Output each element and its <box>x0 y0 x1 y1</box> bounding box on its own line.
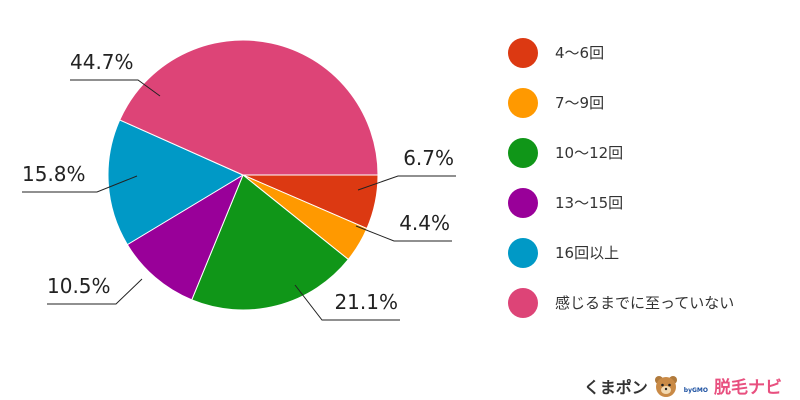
brand-gmo: byGMO <box>683 387 708 394</box>
legend-label-3: 13〜15回 <box>555 194 624 212</box>
brand-site-name: 脱毛ナビ <box>714 378 782 398</box>
legend-item-1[interactable]: 7〜9回 <box>508 88 734 138</box>
pie-slice-2[interactable] <box>191 174 350 311</box>
pie-slice-4[interactable] <box>107 119 245 246</box>
leader-line-0 <box>357 175 456 191</box>
legend-swatch-5 <box>508 288 538 318</box>
brand-kumapon: くまポン <box>583 377 648 397</box>
legend-item-5[interactable]: 感じるまでに至っていない <box>508 288 734 338</box>
legend: 4〜6回 7〜9回 10〜12回 13〜15回 16回以上 感じるまでに至ってい… <box>508 38 734 338</box>
legend-item-2[interactable]: 10〜12回 <box>508 138 734 188</box>
legend-label-2: 10〜12回 <box>555 144 624 162</box>
legend-label-1: 7〜9回 <box>555 94 605 112</box>
legend-label-5: 感じるまでに至っていない <box>555 294 735 312</box>
data-label-4: 15.8% <box>22 162 86 186</box>
leader-line-3 <box>47 278 143 305</box>
pie-slice-5[interactable] <box>119 39 379 176</box>
bear-mascot-icon <box>654 375 677 397</box>
legend-item-3[interactable]: 13〜15回 <box>508 188 734 238</box>
pie-slice-3[interactable] <box>126 173 245 301</box>
leader-line-1 <box>355 225 452 242</box>
legend-swatch-1 <box>508 88 538 118</box>
leader-line-2 <box>294 284 400 321</box>
data-label-5: 44.7% <box>70 50 134 74</box>
legend-swatch-3 <box>508 188 538 218</box>
leader-line-4 <box>22 175 138 193</box>
legend-label-0: 4〜6回 <box>555 44 605 62</box>
data-label-2: 21.1% <box>334 290 398 314</box>
legend-label-4: 16回以上 <box>555 244 620 262</box>
data-label-0: 6.7% <box>403 146 454 170</box>
data-label-3: 10.5% <box>47 274 111 298</box>
leader-line-5 <box>70 79 161 97</box>
legend-item-4[interactable]: 16回以上 <box>508 238 734 288</box>
legend-item-0[interactable]: 4〜6回 <box>508 38 734 88</box>
data-label-1: 4.4% <box>399 211 450 235</box>
legend-swatch-4 <box>508 238 538 268</box>
brand-logo: くまポン byGMO 脱毛ナビ <box>584 373 782 398</box>
legend-swatch-0 <box>508 38 538 68</box>
legend-swatch-2 <box>508 138 538 168</box>
